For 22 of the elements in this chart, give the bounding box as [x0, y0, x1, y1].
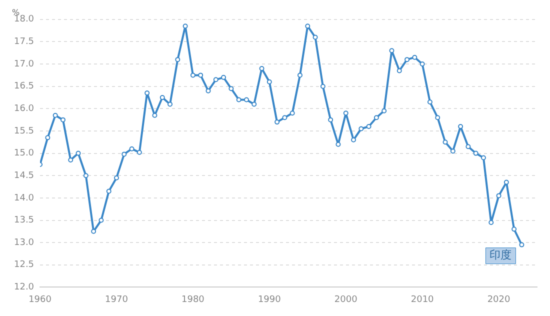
- y-tick-label: 14.5: [14, 170, 34, 181]
- y-tick-label: 16.5: [14, 82, 34, 92]
- x-tick-label: 2010: [410, 294, 434, 305]
- x-tick-label: 1960: [28, 294, 52, 305]
- x-tick-label: 2000: [334, 294, 358, 305]
- x-tick-label: 1980: [181, 294, 205, 305]
- y-tick-label: 15.0: [14, 148, 34, 159]
- y-tick-label: 15.5: [14, 126, 34, 136]
- y-tick-label: 13.5: [14, 216, 34, 226]
- y-tick-label: 16.0: [14, 104, 34, 114]
- y-tick-label: 12.5: [14, 260, 34, 270]
- y-tick-label: 18.0: [14, 14, 34, 25]
- y-tick-label: 13.0: [14, 238, 34, 248]
- y-tick-label: 17.0: [14, 59, 34, 70]
- series-label: 印度: [490, 248, 512, 262]
- x-tick-label: 2020: [487, 294, 510, 305]
- y-tick-label: 14.0: [14, 193, 34, 204]
- y-axis-title: %: [12, 8, 20, 17]
- y-tick-label: 17.5: [14, 37, 34, 48]
- y-tick-label: 12.0: [14, 282, 34, 293]
- x-tick-label: 1970: [105, 294, 128, 305]
- x-tick-label: 1990: [258, 294, 282, 305]
